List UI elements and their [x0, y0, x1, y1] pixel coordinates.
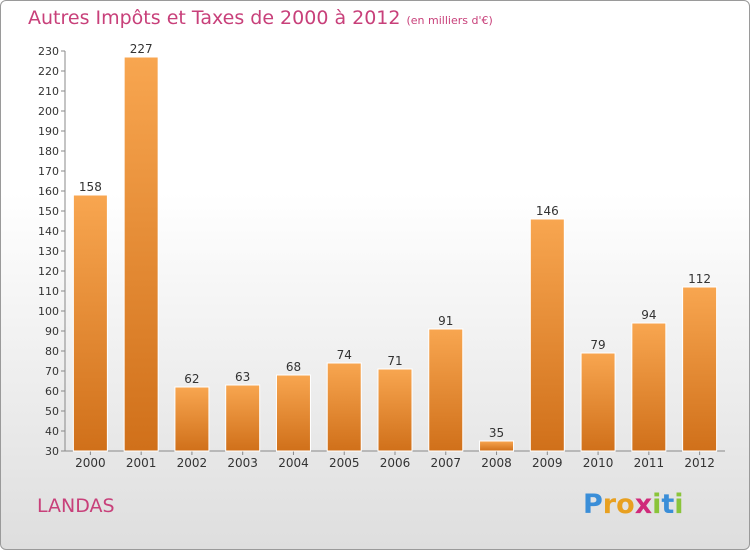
y-tick-label: 90: [45, 325, 59, 338]
bar-2006: [377, 368, 413, 452]
y-tick-label: 30: [45, 445, 59, 458]
y-tick-label: 70: [45, 365, 59, 378]
x-tick-label-2012: 2012: [684, 456, 715, 470]
x-tick-label-2002: 2002: [177, 456, 208, 470]
x-tick-label-2001: 2001: [126, 456, 157, 470]
bar-2005: [326, 362, 362, 452]
y-tick-label: 220: [38, 65, 59, 78]
data-label-2007: 91: [438, 314, 453, 328]
chart-data-labels: 158 227 62 63 68 74 71 91 35 146 79 94 112: [79, 42, 711, 440]
y-tick-label: 140: [38, 225, 59, 238]
x-tick-label-2005: 2005: [329, 456, 360, 470]
chart-title-main: Autres Impôts et Taxes de 2000 à 2012: [28, 7, 401, 29]
y-tick-label: 40: [45, 425, 59, 438]
logo-letter: i: [674, 489, 684, 520]
data-label-2002: 62: [184, 372, 199, 386]
y-tick-label: 120: [38, 265, 59, 278]
bar-2001: [123, 56, 159, 452]
logo-letter: x: [634, 489, 653, 520]
logo-letter: t: [661, 489, 675, 520]
data-label-2000: 158: [79, 180, 102, 194]
y-tick-label: 200: [38, 105, 59, 118]
data-label-2010: 79: [590, 338, 605, 352]
y-tick-label: 160: [38, 185, 59, 198]
bar-2012: [682, 286, 718, 452]
x-tick-label-2009: 2009: [532, 456, 563, 470]
x-tick-label-2007: 2007: [430, 456, 461, 470]
x-tick-label-2004: 2004: [278, 456, 309, 470]
data-label-2001: 227: [130, 42, 153, 56]
x-tick-label-2008: 2008: [481, 456, 512, 470]
y-tick-label: 110: [38, 285, 59, 298]
logo-letter: r: [602, 489, 617, 520]
proxiti-logo: Proxiti: [583, 489, 684, 520]
data-label-2003: 63: [235, 370, 250, 384]
x-tick-label-2011: 2011: [634, 456, 665, 470]
bar-2004: [275, 374, 311, 452]
place-name: LANDAS: [37, 495, 115, 517]
y-tick-label: 150: [38, 205, 59, 218]
bar-2007: [428, 328, 464, 452]
logo-letter: o: [616, 489, 635, 520]
y-tick-label: 190: [38, 125, 59, 138]
y-tick-label: 170: [38, 165, 59, 178]
x-tick-label-2003: 2003: [227, 456, 258, 470]
logo-letter: i: [652, 489, 662, 520]
x-tick-label-2010: 2010: [583, 456, 614, 470]
bar-2010: [580, 352, 616, 452]
data-label-2005: 74: [337, 348, 352, 362]
data-label-2006: 71: [387, 354, 402, 368]
y-tick-label: 210: [38, 85, 59, 98]
y-tick-label: 100: [38, 305, 59, 318]
chart-bars: [72, 56, 718, 452]
bar-2003: [225, 384, 261, 452]
data-label-2004: 68: [286, 360, 301, 374]
chart-title: Autres Impôts et Taxes de 2000 à 2012 (en…: [28, 7, 493, 29]
y-tick-label: 80: [45, 345, 59, 358]
bar-2002: [174, 386, 210, 452]
data-label-2008: 35: [489, 426, 504, 440]
logo-letter: P: [583, 489, 603, 520]
bar-2009: [529, 218, 565, 452]
y-tick-label: 130: [38, 245, 59, 258]
bar-2000: [72, 194, 108, 452]
y-tick-label: 60: [45, 385, 59, 398]
data-label-2011: 94: [641, 308, 656, 322]
x-tick-label-2006: 2006: [380, 456, 411, 470]
chart-title-unit: (en milliers d'€): [406, 14, 493, 27]
data-label-2009: 146: [536, 204, 559, 218]
bar-2011: [631, 322, 667, 452]
bar-2008: [479, 440, 515, 452]
x-tick-label-2000: 2000: [75, 456, 106, 470]
data-label-2012: 112: [688, 272, 711, 286]
y-tick-label: 180: [38, 145, 59, 158]
y-tick-label: 50: [45, 405, 59, 418]
y-tick-label: 230: [38, 45, 59, 58]
